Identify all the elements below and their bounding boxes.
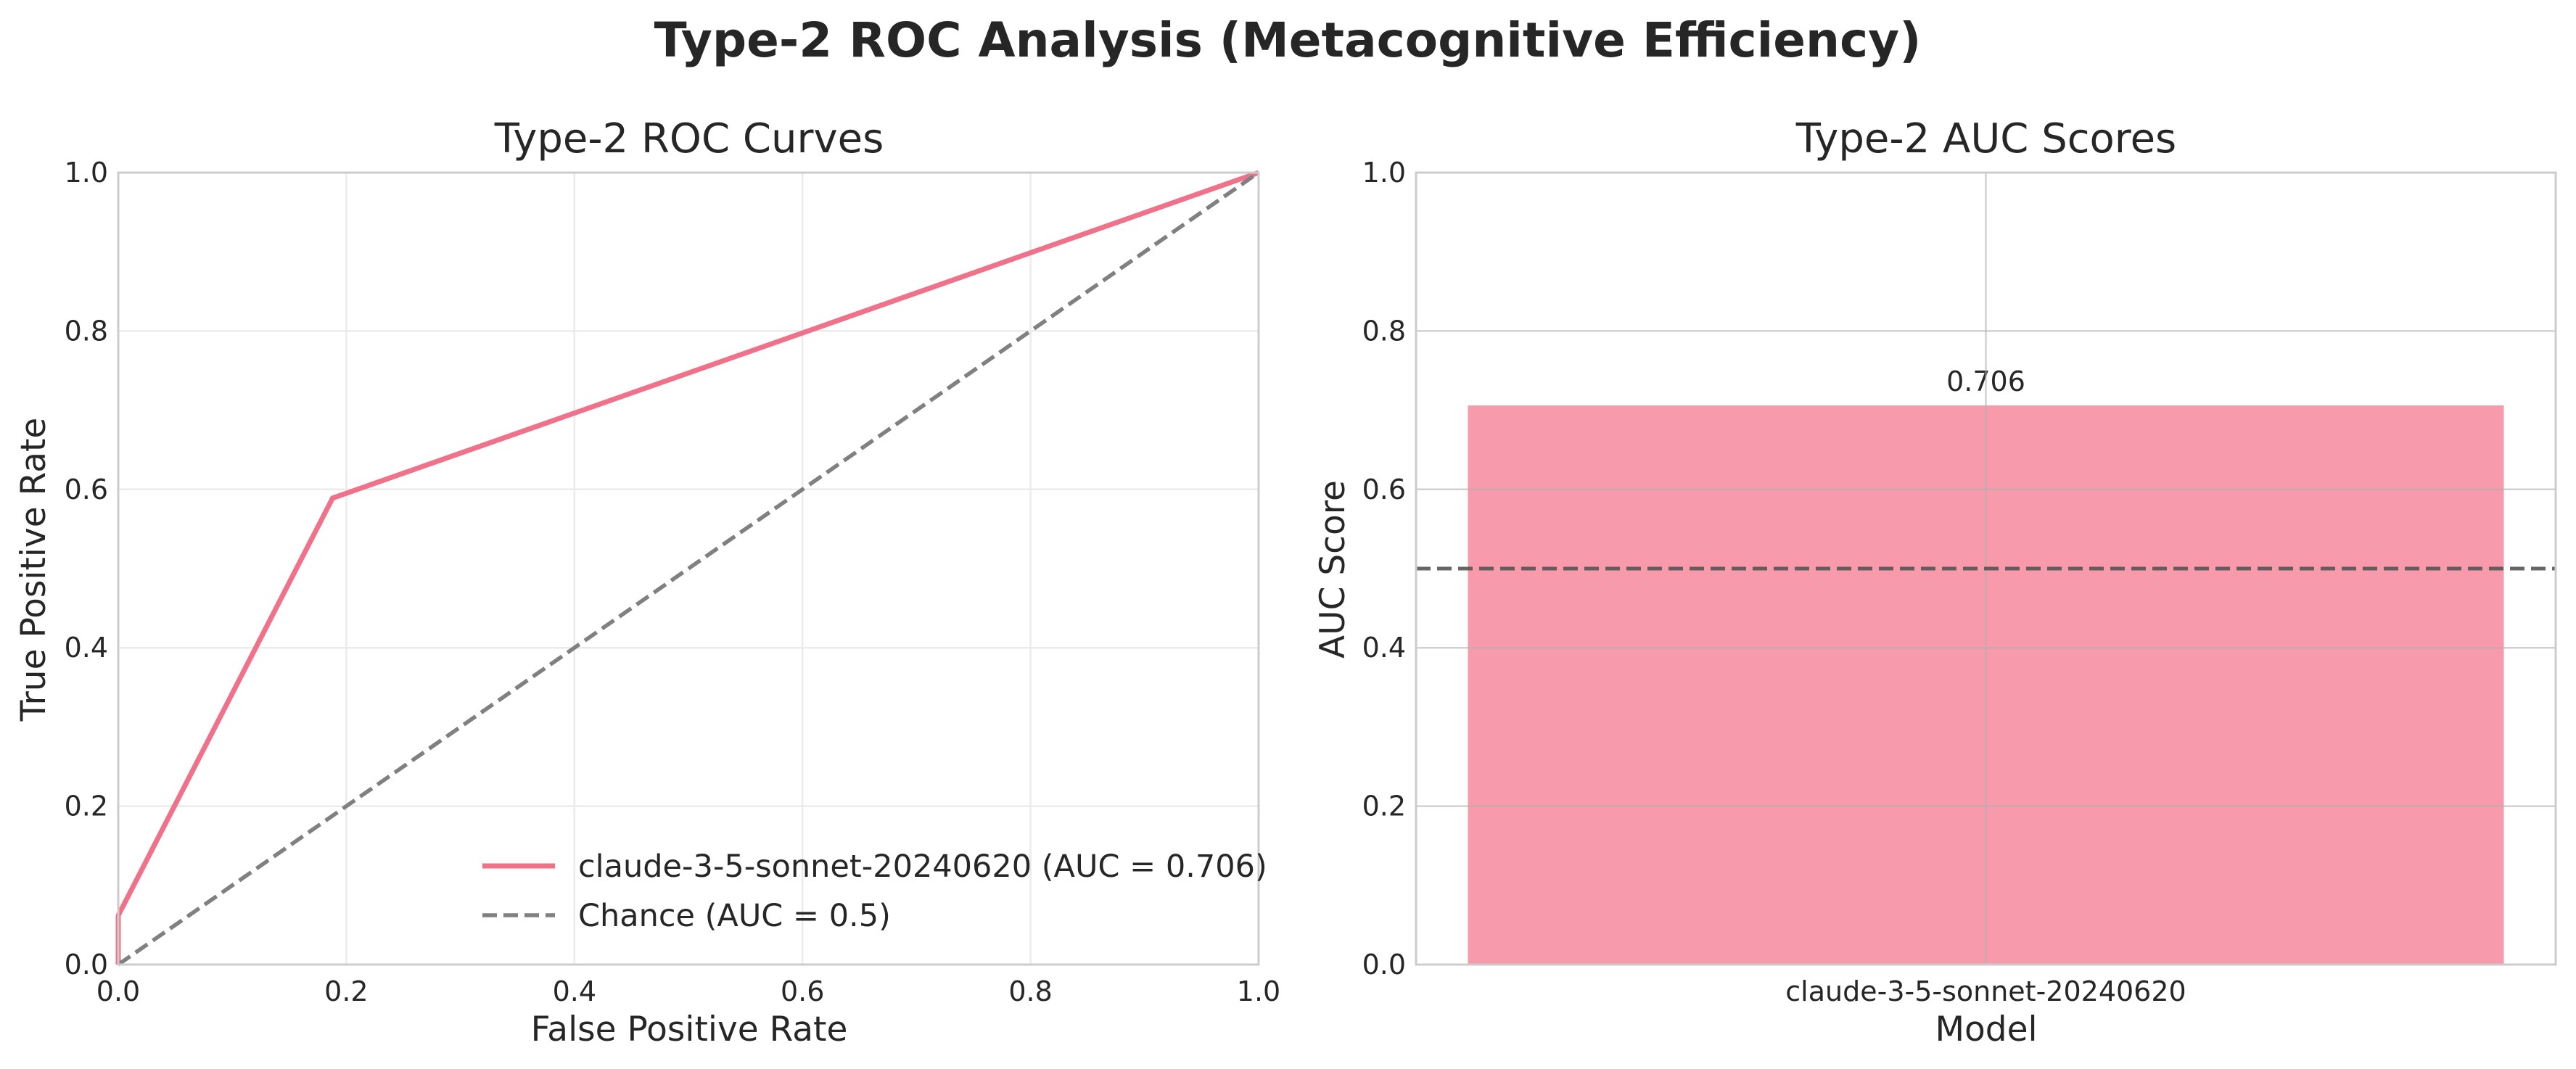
roc-y-axis-label: True Positive Rate <box>14 418 54 722</box>
roc-legend: claude-3-5-sonnet-20240620 (AUC = 0.706)… <box>482 849 1267 934</box>
roc-y-tick-label: 0.2 <box>65 791 108 822</box>
roc-x-ticks: 0.0 0.2 0.4 0.6 0.8 1.0 <box>96 975 1280 1007</box>
roc-axes-frame <box>117 171 1260 966</box>
auc-y-tick-label: 0.0 <box>1362 949 1406 981</box>
roc-x-tick-label: 0.4 <box>553 975 596 1007</box>
auc-scores-panel: Type-2 AUC Scores 0.706 claude-3-5-sonne… <box>1313 115 2557 1049</box>
auc-y-tick-label: 0.4 <box>1362 632 1406 664</box>
roc-y-tick-label: 1.0 <box>65 157 108 189</box>
auc-y-tick-label: 0.6 <box>1362 474 1406 505</box>
roc-x-axis-label: False Positive Rate <box>531 1010 848 1049</box>
auc-axes-frame <box>1415 171 2557 966</box>
auc-y-ticks: 0.0 0.2 0.4 0.6 0.8 1.0 <box>1362 157 1406 981</box>
roc-x-tick-label: 1.0 <box>1237 975 1280 1007</box>
roc-x-tick-label: 0.2 <box>324 975 368 1007</box>
roc-y-tick-label: 0.0 <box>65 949 108 981</box>
roc-series-chance-line <box>117 170 1260 967</box>
roc-y-ticks: 0.0 0.2 0.4 0.6 0.8 1.0 <box>65 157 108 981</box>
roc-y-tick-label: 0.6 <box>65 474 108 505</box>
roc-x-tick-label: 0.6 <box>781 975 824 1007</box>
roc-panel-title: Type-2 ROC Curves <box>494 115 884 162</box>
roc-y-tick-label: 0.8 <box>65 315 108 347</box>
auc-y-tick-label: 0.8 <box>1362 315 1406 347</box>
legend-label-claude: claude-3-5-sonnet-20240620 (AUC = 0.706) <box>578 849 1267 885</box>
auc-y-axis-label: AUC Score <box>1313 480 1353 659</box>
legend-label-chance: Chance (AUC = 0.5) <box>578 898 891 934</box>
auc-x-ticks: claude-3-5-sonnet-20240620 <box>1785 975 2186 1007</box>
auc-x-axis-label: Model <box>1935 1010 2037 1049</box>
roc-x-tick-label: 0.8 <box>1008 975 1052 1007</box>
roc-x-tick-label: 0.0 <box>96 975 140 1007</box>
roc-y-tick-label: 0.4 <box>65 632 108 664</box>
auc-y-tick-label: 1.0 <box>1362 157 1406 189</box>
auc-panel-title: Type-2 AUC Scores <box>1795 115 2176 162</box>
figure-suptitle: Type-2 ROC Analysis (Metacognitive Effic… <box>654 12 1922 68</box>
auc-y-tick-label: 0.2 <box>1362 791 1406 822</box>
roc-curves-panel: Type-2 ROC Curves 0.0 0.2 0.4 0.6 0.8 1.0 0.0… <box>14 115 1280 1049</box>
auc-x-tick-label: claude-3-5-sonnet-20240620 <box>1785 975 2186 1007</box>
